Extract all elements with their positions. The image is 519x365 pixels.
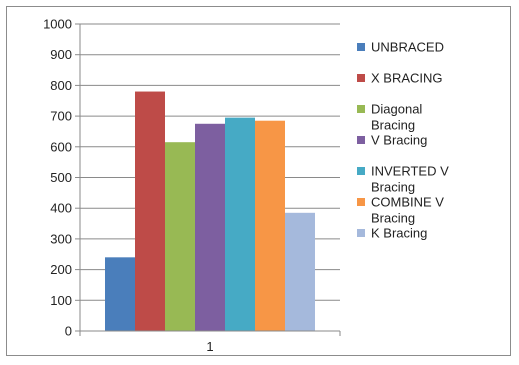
y-axis: 0 100 200 300 400 500 600 700 800 900 1000 (43, 17, 81, 339)
bar-x-bracing (135, 91, 165, 331)
legend-label: INVERTED V Bracing (371, 164, 449, 195)
legend-label: COMBINE V Bracing (371, 195, 444, 226)
legend-label: K Bracing (371, 226, 427, 241)
legend-swatch (357, 198, 365, 206)
y-tick-label: 600 (50, 139, 72, 154)
y-tick-label: 200 (50, 262, 72, 277)
legend-swatch (357, 167, 365, 175)
y-tick-label: 900 (50, 47, 72, 62)
y-tick-label: 1000 (43, 17, 72, 32)
x-tick-label: 1 (206, 339, 213, 354)
legend-label: Diagonal Bracing (371, 102, 422, 133)
bar-k-bracing (285, 212, 315, 331)
legend-label: V Bracing (371, 133, 427, 148)
y-tick-label: 100 (50, 293, 72, 308)
bars (105, 91, 315, 332)
y-tick-label: 300 (50, 231, 72, 246)
y-tick-label: 400 (50, 201, 72, 216)
y-tick-label: 0 (65, 324, 72, 339)
y-tick-label: 800 (50, 78, 72, 93)
y-tick-label: 700 (50, 109, 72, 124)
legend-label: UNBRACED (371, 40, 444, 55)
x-axis: 1 (79, 330, 341, 354)
legend-label: X BRACING (371, 71, 443, 86)
bar-unbraced (105, 257, 135, 331)
bar-v-bracing (195, 123, 225, 332)
legend-swatch (357, 43, 365, 51)
legend-swatch (357, 136, 365, 144)
legend-swatch (357, 229, 365, 237)
legend-swatch (357, 105, 365, 113)
bar-diagonal-bracing (165, 142, 195, 331)
bar-combine-v-bracing (255, 120, 285, 331)
legend-swatch (357, 74, 365, 82)
bar-inverted-v-bracing (225, 117, 255, 331)
y-tick-label: 500 (50, 170, 72, 185)
